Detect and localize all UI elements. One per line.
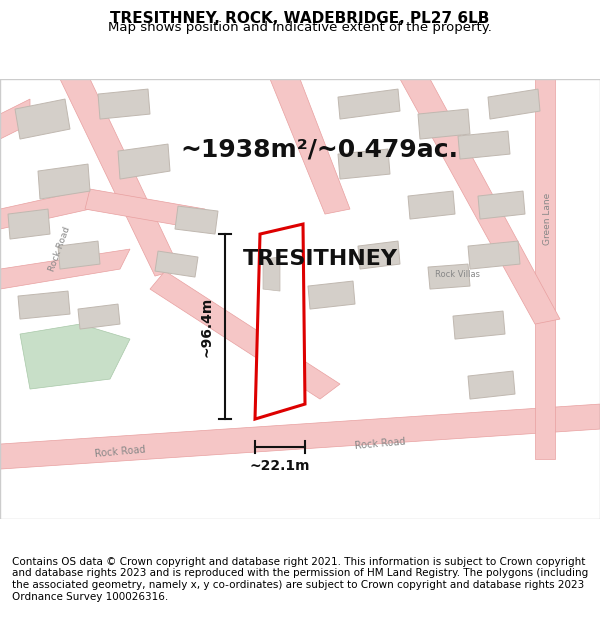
- Polygon shape: [338, 89, 400, 119]
- Polygon shape: [15, 99, 70, 139]
- Polygon shape: [8, 209, 50, 239]
- Polygon shape: [338, 149, 390, 179]
- Polygon shape: [408, 191, 455, 219]
- Text: Green Lane: Green Lane: [544, 193, 553, 245]
- Polygon shape: [468, 241, 520, 269]
- Polygon shape: [155, 251, 198, 277]
- Text: TRESITHNEY, ROCK, WADEBRIDGE, PL27 6LB: TRESITHNEY, ROCK, WADEBRIDGE, PL27 6LB: [110, 11, 490, 26]
- Polygon shape: [60, 79, 180, 276]
- Polygon shape: [308, 281, 355, 309]
- Text: Rock Road: Rock Road: [94, 445, 146, 459]
- Polygon shape: [453, 311, 505, 339]
- Polygon shape: [468, 371, 515, 399]
- Polygon shape: [0, 404, 600, 469]
- Polygon shape: [18, 291, 70, 319]
- Text: Rock Road: Rock Road: [354, 437, 406, 451]
- Text: ~1938m²/~0.479ac.: ~1938m²/~0.479ac.: [180, 137, 458, 161]
- Polygon shape: [400, 79, 560, 324]
- Polygon shape: [418, 109, 470, 139]
- Polygon shape: [175, 206, 218, 234]
- Polygon shape: [478, 191, 525, 219]
- Polygon shape: [0, 249, 130, 289]
- Polygon shape: [78, 304, 120, 329]
- Text: ~22.1m: ~22.1m: [250, 459, 310, 473]
- Polygon shape: [0, 189, 90, 229]
- Polygon shape: [0, 99, 30, 139]
- Polygon shape: [488, 89, 540, 119]
- Polygon shape: [58, 241, 100, 269]
- Polygon shape: [255, 224, 305, 419]
- Polygon shape: [20, 324, 130, 389]
- Polygon shape: [118, 144, 170, 179]
- Text: Rock Villas: Rock Villas: [435, 269, 480, 279]
- Polygon shape: [98, 89, 150, 119]
- Polygon shape: [85, 189, 205, 229]
- Polygon shape: [428, 264, 470, 289]
- Text: Rock Road: Rock Road: [48, 226, 72, 272]
- Text: ~96.4m: ~96.4m: [199, 296, 213, 357]
- Text: Contains OS data © Crown copyright and database right 2021. This information is : Contains OS data © Crown copyright and d…: [12, 557, 588, 601]
- Text: Map shows position and indicative extent of the property.: Map shows position and indicative extent…: [108, 21, 492, 34]
- Polygon shape: [458, 131, 510, 159]
- Text: TRESITHNEY: TRESITHNEY: [242, 249, 398, 269]
- Polygon shape: [38, 164, 90, 199]
- Polygon shape: [270, 79, 350, 214]
- Polygon shape: [263, 257, 280, 291]
- Polygon shape: [535, 79, 555, 459]
- Polygon shape: [358, 241, 400, 269]
- Polygon shape: [150, 271, 340, 399]
